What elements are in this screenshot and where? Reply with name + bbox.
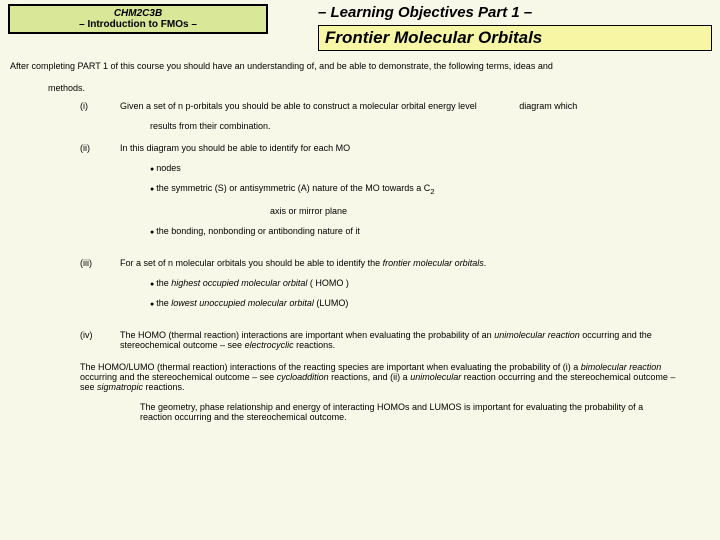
item-iii: (iii) For a set of n molecular orbitals … <box>80 258 720 318</box>
item-body: In this diagram you should be able to id… <box>120 143 720 246</box>
item-i-right: diagram which <box>519 101 577 111</box>
item-iii-c: . <box>484 258 487 268</box>
item-iv: (iv) The HOMO (thermal reaction) interac… <box>80 330 720 350</box>
axis-line: axis or mirror plane <box>270 206 708 216</box>
homo-lumo-para: The HOMO/LUMO (thermal reaction) interac… <box>80 362 690 392</box>
bullet-bonding: the bonding, nonbonding or antibonding n… <box>150 226 708 236</box>
bullet-homo: the highest occupied molecular orbital (… <box>150 278 708 288</box>
item-num: (iii) <box>80 258 120 318</box>
fmo-title: Frontier Molecular Orbitals <box>318 25 712 51</box>
item-num: (i) <box>80 101 120 131</box>
header-row: CHM2C3B – Introduction to FMOs – – Learn… <box>0 0 720 51</box>
bullet-lumo: the lowest unoccupied molecular orbital … <box>150 298 708 308</box>
item-body: Given a set of n p-orbitals you should b… <box>120 101 720 131</box>
item-i-sub: results from their combination. <box>150 121 708 131</box>
bullet-symmetry: the symmetric (S) or antisymmetric (A) n… <box>150 183 708 196</box>
objectives-list: (i) Given a set of n p-orbitals you shou… <box>0 101 720 350</box>
item-num: (iv) <box>80 330 120 350</box>
title-block: – Learning Objectives Part 1 – Frontier … <box>318 4 712 51</box>
item-iii-a: For a set of n molecular orbitals you sh… <box>120 258 383 268</box>
item-num: (ii) <box>80 143 120 246</box>
item-ii-bullets: nodes the symmetric (S) or antisymmetric… <box>150 163 708 236</box>
item-iii-b: frontier molecular orbitals <box>383 258 484 268</box>
intro-text: After completing PART 1 of this course y… <box>0 51 720 73</box>
item-i-text: Given a set of n p-orbitals you should b… <box>120 101 477 111</box>
course-subtitle: – Introduction to FMOs – <box>20 19 256 30</box>
geometry-para: The geometry, phase relationship and ene… <box>140 402 660 422</box>
bullet-nodes: nodes <box>150 163 708 173</box>
item-ii-text: In this diagram you should be able to id… <box>120 143 350 153</box>
item-iii-bullets: the highest occupied molecular orbital (… <box>150 278 708 308</box>
item-body: The HOMO (thermal reaction) interactions… <box>120 330 720 350</box>
methods-word: methods. <box>0 83 720 93</box>
item-i: (i) Given a set of n p-orbitals you shou… <box>80 101 720 131</box>
item-body: For a set of n molecular orbitals you sh… <box>120 258 720 318</box>
course-code: CHM2C3B <box>20 8 256 19</box>
item-ii: (ii) In this diagram you should be able … <box>80 143 720 246</box>
course-box: CHM2C3B – Introduction to FMOs – <box>8 4 268 34</box>
learning-objectives-title: – Learning Objectives Part 1 – <box>318 4 712 21</box>
